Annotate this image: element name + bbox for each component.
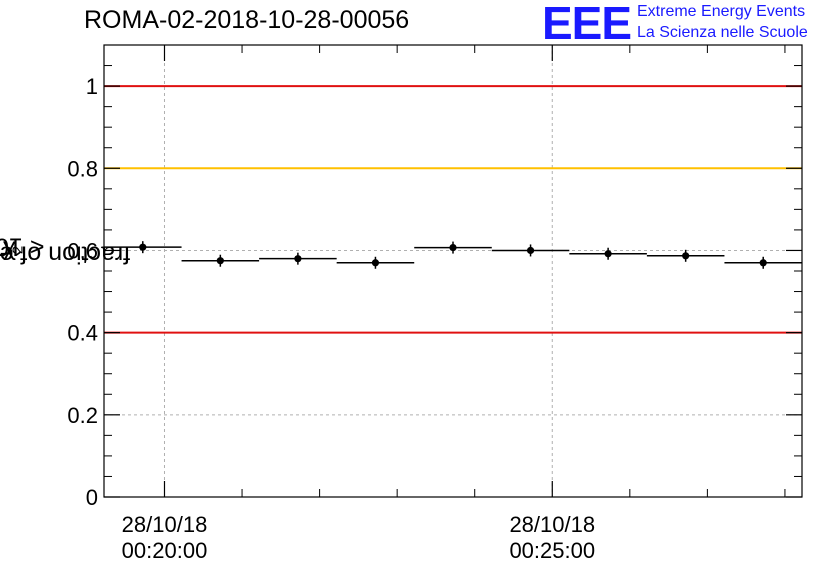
data-point [604, 250, 612, 258]
chart-title: ROMA-02-2018-10-28-00056 [84, 6, 410, 34]
data-point [526, 246, 535, 255]
y-axis: 0 0.2 0.4 0.6 0.8 1 [67, 44, 802, 510]
y-label-suffix: < 10.0 [0, 232, 45, 261]
y-tick-label: 1 [86, 74, 98, 99]
data-points [104, 241, 802, 269]
y-tick-label: 0.2 [67, 403, 98, 428]
data-point [682, 252, 690, 260]
x-tick-time-label: 00:20:00 [122, 538, 208, 563]
x-tick-date-label: 28/10/18 [122, 512, 208, 537]
data-point [371, 259, 380, 267]
logo-line-1: Extreme Energy Events [637, 3, 806, 20]
y-tick-label: 0.6 [67, 238, 98, 263]
x-tick-time-label: 00:25:00 [509, 538, 595, 563]
data-point [449, 243, 457, 252]
eee-logo: EEE [542, 0, 632, 49]
y-tick-label: 0 [86, 485, 98, 510]
logo-line-2: La Scienza nelle Scuole [637, 24, 808, 41]
data-point [139, 243, 147, 251]
grid-lines [104, 45, 802, 497]
data-point [294, 255, 302, 263]
data-point [216, 257, 224, 265]
x-tick-date-label: 28/10/18 [509, 512, 595, 537]
y-tick-label: 0.4 [67, 321, 98, 346]
y-tick-label: 0.8 [67, 156, 98, 181]
data-point [759, 259, 767, 267]
plot-frame [103, 44, 803, 498]
reference-lines [104, 85, 802, 334]
